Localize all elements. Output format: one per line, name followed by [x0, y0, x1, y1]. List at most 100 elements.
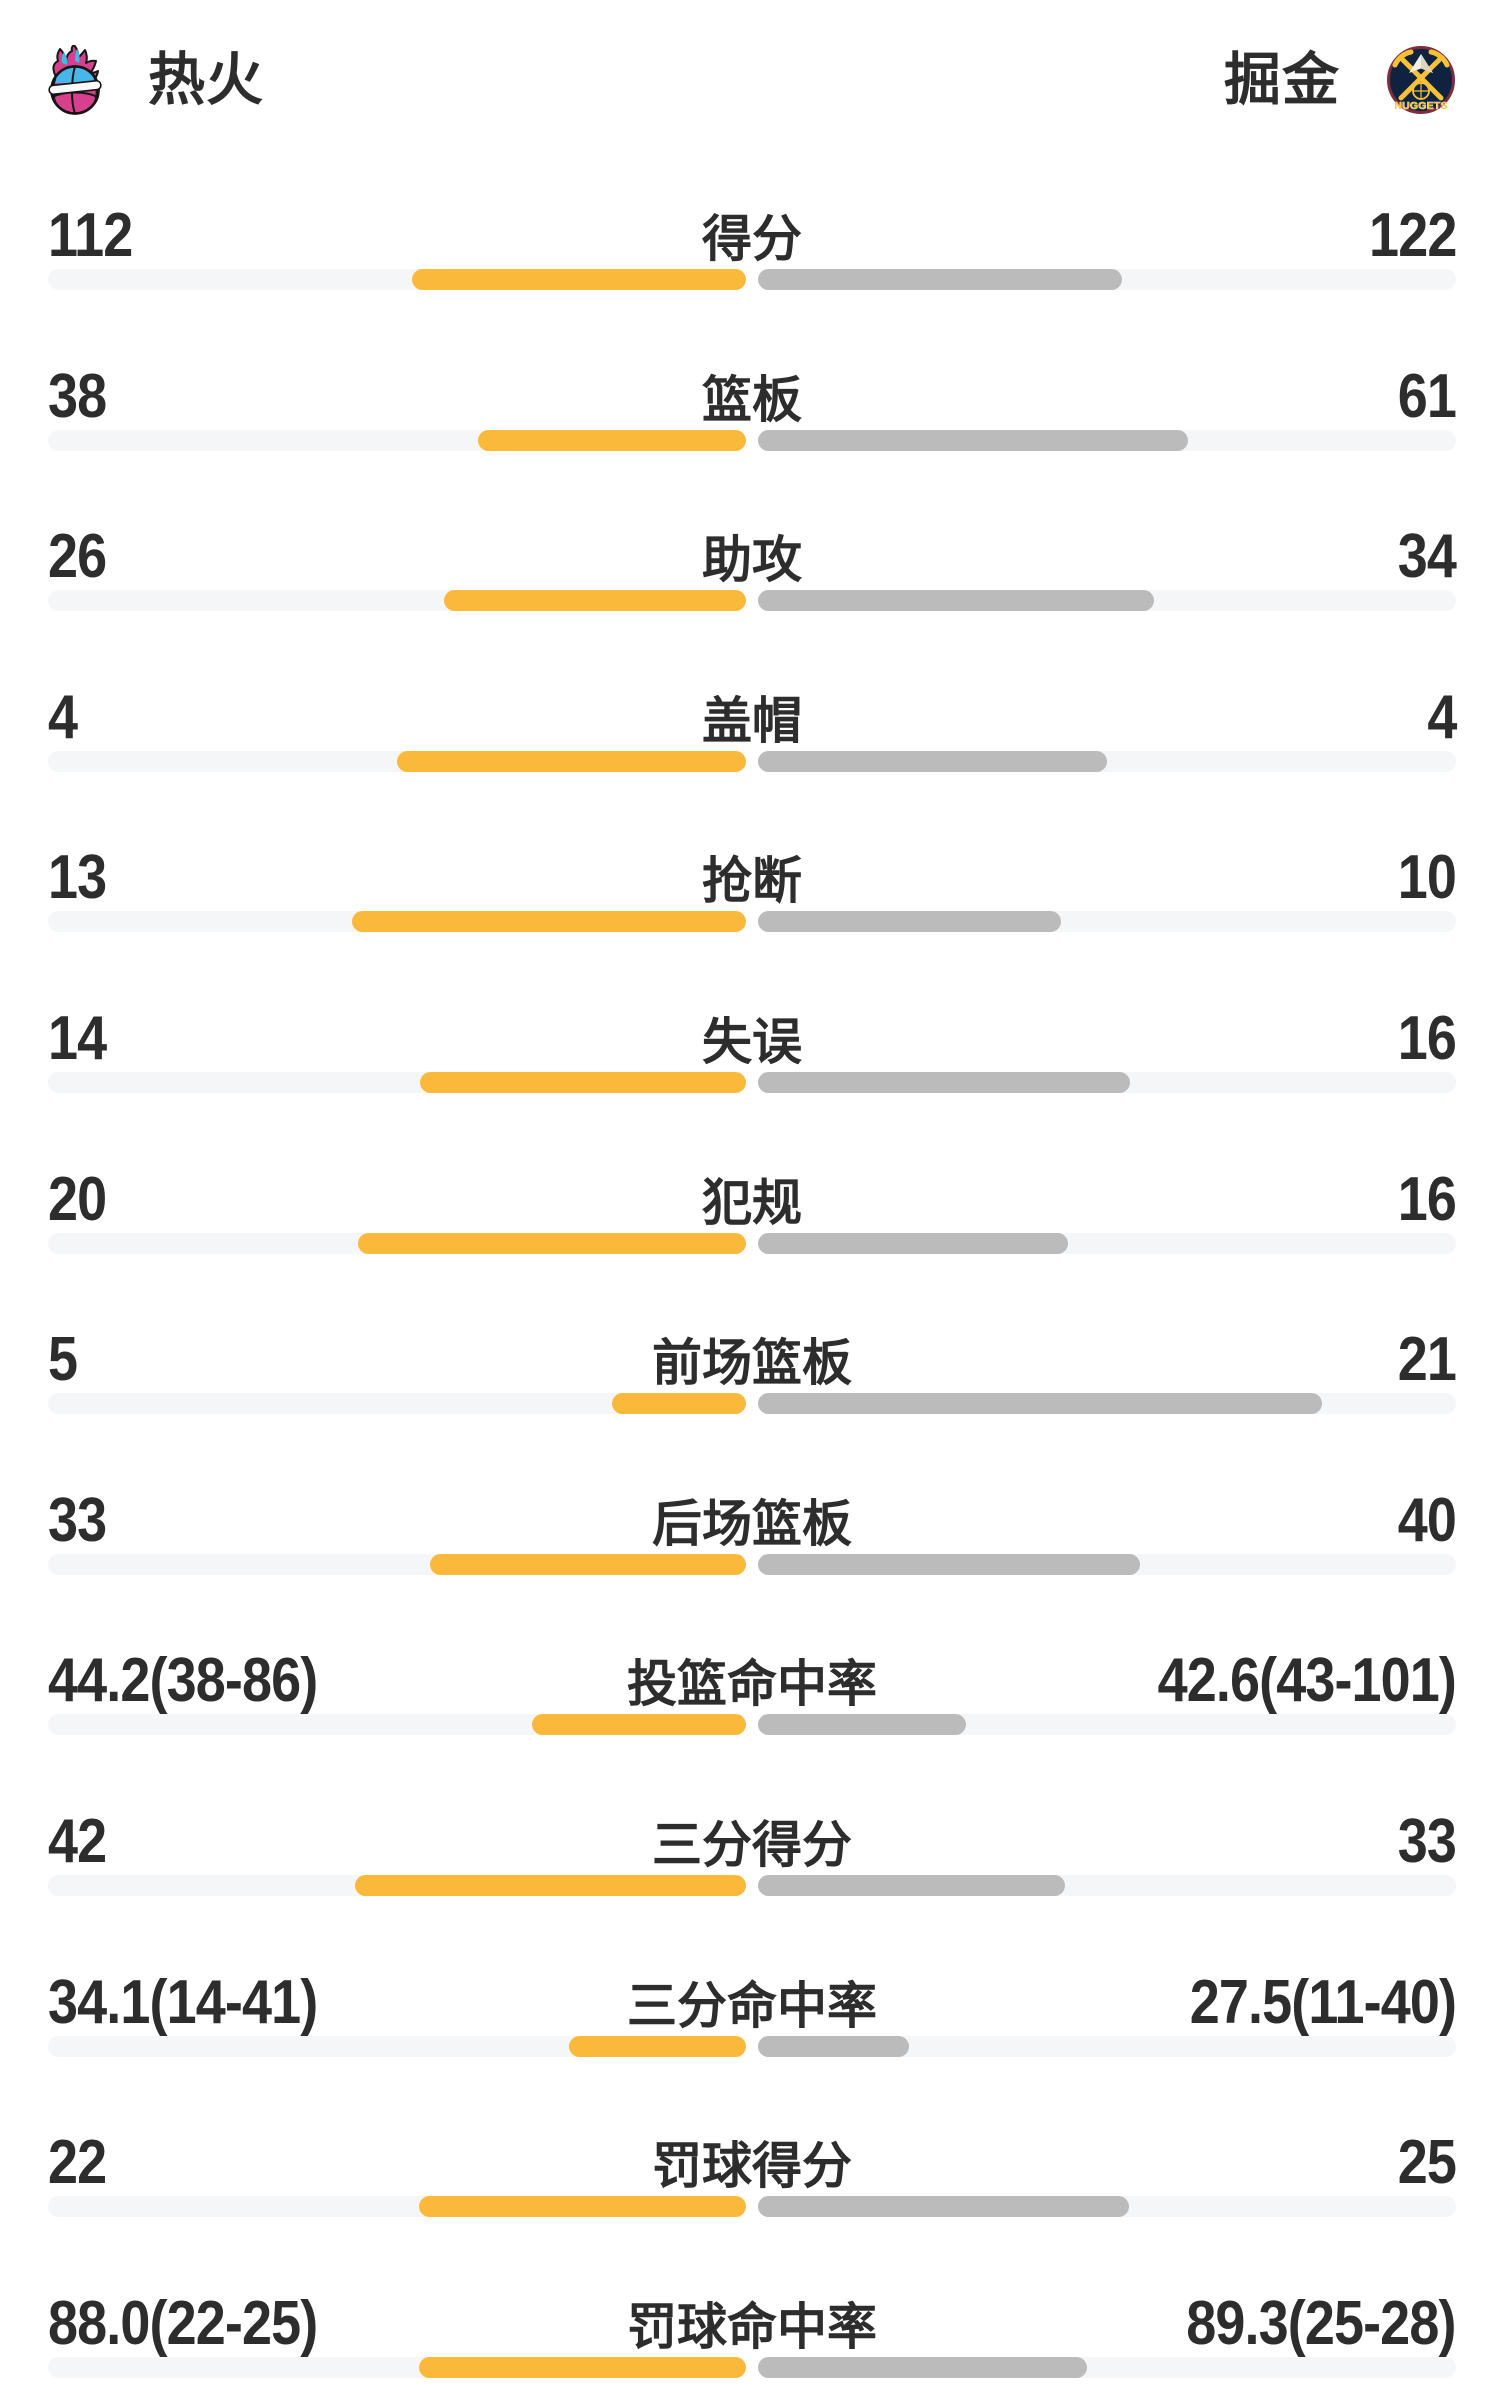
- stat-line: 14 失误 16: [48, 1003, 1457, 1073]
- stat-line: 42 三分得分 33: [48, 1806, 1457, 1876]
- stat-row: 88.0(22-25) 罚球命中率 89.3(25-28): [48, 2290, 1457, 2378]
- away-stat-value: 61: [1397, 361, 1457, 431]
- away-stat-value: 4: [1426, 682, 1457, 752]
- stat-line: 20 犯规 16: [48, 1164, 1457, 1234]
- away-bar-track: [758, 1232, 1456, 1254]
- home-bar-fill: [351, 911, 746, 933]
- home-bar-fill: [411, 269, 746, 290]
- away-bar-track: [758, 911, 1456, 933]
- stat-row: 5 前场篮板 21: [48, 1325, 1457, 1415]
- away-bar-track: [758, 750, 1456, 772]
- home-bar-fill: [611, 1393, 746, 1415]
- stat-row: 14 失误 16: [48, 1003, 1457, 1093]
- away-bar-track: [758, 2035, 1456, 2057]
- home-stat-value: 26: [48, 522, 107, 592]
- away-bar-fill: [758, 911, 1062, 933]
- away-bar-fill: [758, 2035, 909, 2057]
- home-bar-fill: [397, 750, 746, 772]
- away-stat-value: 16: [1397, 1164, 1457, 1234]
- stat-line: 4 盖帽 4: [48, 682, 1457, 752]
- stat-label: 三分命中率: [627, 1977, 877, 2034]
- away-bar-fill: [758, 1553, 1141, 1575]
- stat-row: 44.2(38-86) 投篮命中率 42.6(43-101): [48, 1646, 1457, 1736]
- stat-bars: [48, 2035, 1456, 2057]
- home-stat-value: 42: [48, 1806, 107, 1876]
- home-bar-track: [48, 1714, 746, 1736]
- away-stat-value: 25: [1397, 2128, 1457, 2198]
- home-bar-fill: [568, 2035, 746, 2057]
- stat-bars: [48, 1232, 1456, 1254]
- heat-logo-icon: [48, 45, 102, 115]
- stat-bars: [48, 429, 1456, 451]
- home-stat-value: 33: [48, 1485, 107, 1555]
- away-team-name: 掘金: [1224, 48, 1340, 112]
- stat-row: 4 盖帽 4: [48, 682, 1457, 772]
- home-stat-value: 44.2(38-86): [48, 1646, 318, 1716]
- home-bar-fill: [420, 1071, 746, 1093]
- home-stat-value: 4: [48, 682, 78, 752]
- stat-label: 得分: [702, 211, 802, 267]
- stat-label: 投篮命中率: [627, 1656, 877, 1713]
- away-stat-value: 42.6(43-101): [1157, 1646, 1457, 1716]
- away-stat-value: 21: [1397, 1325, 1457, 1395]
- home-bar-fill: [443, 590, 746, 612]
- stat-line: 112 得分 122: [48, 201, 1457, 270]
- stat-line: 34.1(14-41) 三分命中率 27.5(11-40): [48, 1967, 1457, 2037]
- stat-line: 26 助攻 34: [48, 522, 1457, 592]
- stat-row: 33 后场篮板 40: [48, 1485, 1457, 1575]
- home-bar-track: [48, 1071, 746, 1093]
- stat-label: 盖帽: [702, 692, 802, 749]
- stat-row: 22 罚球得分 25: [48, 2128, 1457, 2218]
- stat-bars: [48, 269, 1456, 290]
- header: 热火 掘金 NUGGETS: [48, 45, 1456, 115]
- away-bar-fill: [758, 1071, 1131, 1093]
- stat-line: 88.0(22-25) 罚球命中率 89.3(25-28): [48, 2290, 1457, 2357]
- away-stat-value: 10: [1397, 843, 1457, 913]
- away-stat-value: 40: [1397, 1485, 1457, 1555]
- stat-label: 助攻: [702, 532, 802, 589]
- away-stat-value: 16: [1397, 1003, 1457, 1073]
- home-bar-fill: [430, 1553, 746, 1575]
- stat-line: 5 前场篮板 21: [48, 1325, 1457, 1395]
- svg-text:NUGGETS: NUGGETS: [1394, 100, 1447, 112]
- home-bar-fill: [532, 1714, 746, 1736]
- away-bar-fill: [758, 1874, 1066, 1896]
- away-bar-fill: [758, 2196, 1130, 2218]
- away-bar-track: [758, 429, 1456, 451]
- home-bar-track: [48, 2196, 746, 2218]
- stat-line: 33 后场篮板 40: [48, 1485, 1457, 1555]
- stat-label: 篮板: [702, 371, 802, 428]
- home-bar-fill: [478, 429, 746, 451]
- home-stat-value: 34.1(14-41): [48, 1967, 318, 2037]
- away-bar-track: [758, 590, 1456, 612]
- home-stat-value: 14: [48, 1003, 107, 1073]
- home-bar-track: [48, 2356, 746, 2378]
- home-bar-track: [48, 1553, 746, 1575]
- home-stat-value: 13: [48, 843, 107, 913]
- stat-row: 20 犯规 16: [48, 1164, 1457, 1254]
- home-bar-track: [48, 429, 746, 451]
- away-stat-value: 33: [1397, 1806, 1457, 1876]
- home-bar-track: [48, 1232, 746, 1254]
- away-team-header: 掘金 NUGGETS: [1224, 45, 1456, 115]
- stat-label: 抢断: [702, 853, 802, 910]
- home-stat-value: 38: [48, 361, 107, 431]
- home-bar-track: [48, 1874, 746, 1896]
- away-bar-fill: [758, 590, 1154, 612]
- stat-label: 前场篮板: [652, 1335, 852, 1392]
- stat-row: 42 三分得分 33: [48, 1806, 1457, 1896]
- away-bar-fill: [758, 1714, 967, 1736]
- away-stat-value: 122: [1368, 201, 1457, 270]
- stat-label: 罚球命中率: [627, 2298, 877, 2355]
- home-bar-track: [48, 750, 746, 772]
- away-bar-track: [758, 1071, 1456, 1093]
- away-bar-track: [758, 2356, 1456, 2378]
- stat-label: 失误: [702, 1013, 802, 1070]
- away-bar-fill: [758, 269, 1122, 290]
- stat-line: 44.2(38-86) 投篮命中率 42.6(43-101): [48, 1646, 1457, 1716]
- away-bar-fill: [758, 2356, 1088, 2378]
- away-bar-fill: [758, 1232, 1069, 1254]
- home-stat-value: 112: [48, 201, 133, 270]
- home-bar-track: [48, 911, 746, 933]
- stat-label: 犯规: [702, 1174, 802, 1231]
